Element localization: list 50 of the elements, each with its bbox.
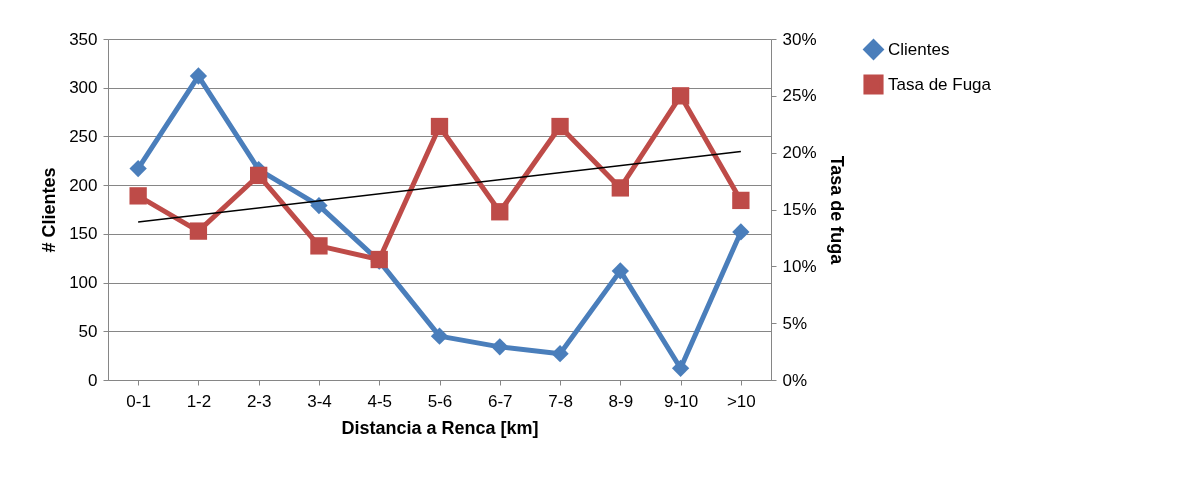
y-tick-label: 150 bbox=[69, 224, 98, 244]
point bbox=[310, 196, 328, 215]
x-tick-label: 9-10 bbox=[664, 391, 699, 411]
x-tick-label: 1-2 bbox=[186, 391, 212, 411]
point bbox=[732, 223, 750, 241]
point bbox=[129, 159, 147, 178]
point bbox=[310, 237, 328, 255]
point bbox=[671, 87, 690, 105]
y-axis-title: # Clientes bbox=[39, 167, 60, 253]
y2-tick-label: 0% bbox=[782, 370, 808, 390]
point bbox=[491, 338, 509, 356]
point bbox=[430, 327, 449, 345]
point bbox=[671, 359, 690, 377]
x-axis-title: Distancia a Renca [km] bbox=[341, 417, 539, 438]
point bbox=[551, 345, 569, 363]
point bbox=[732, 191, 750, 210]
y2-tick-label: 15% bbox=[782, 200, 817, 219]
x-tick-label: >10 bbox=[726, 391, 756, 411]
point bbox=[250, 166, 268, 185]
x-tick-label: 5-6 bbox=[427, 391, 453, 411]
y-tick-label: 250 bbox=[69, 126, 98, 146]
point bbox=[551, 117, 569, 136]
point bbox=[189, 67, 208, 85]
y-tick-label: 50 bbox=[78, 321, 98, 341]
y-tick-label: 350 bbox=[69, 29, 98, 49]
x-tick-label: 6-7 bbox=[487, 391, 513, 411]
point bbox=[611, 262, 629, 280]
y-tick-label: 100 bbox=[69, 273, 98, 293]
y2-axis-title: Tasa de fuga bbox=[826, 155, 847, 266]
y2-tick-label: 10% bbox=[782, 256, 817, 276]
y-tick-label: 0 bbox=[88, 370, 98, 390]
y2-tick-label: 20% bbox=[782, 143, 817, 163]
y2-tick-label: 5% bbox=[782, 313, 808, 333]
x-tick-label: 0-1 bbox=[126, 391, 151, 411]
y2-tick-label: 30% bbox=[782, 29, 817, 49]
x-tick-label: 3-4 bbox=[307, 391, 332, 411]
point bbox=[189, 222, 208, 240]
point bbox=[129, 187, 147, 205]
x-tick-label: 4-5 bbox=[367, 391, 393, 411]
point bbox=[611, 179, 629, 197]
legend-label: Tasa de Fuga bbox=[888, 74, 992, 94]
point bbox=[430, 117, 449, 136]
x-tick-label: 2-3 bbox=[246, 391, 272, 411]
x-tick-label: 8-9 bbox=[608, 391, 634, 411]
y-tick-label: 300 bbox=[69, 78, 98, 98]
x-tick-label: 7-8 bbox=[548, 391, 573, 411]
y-tick-label: 200 bbox=[69, 175, 98, 195]
legend-label: Clientes bbox=[888, 39, 950, 59]
y2-tick-label: 25% bbox=[782, 86, 817, 106]
point bbox=[491, 203, 509, 221]
